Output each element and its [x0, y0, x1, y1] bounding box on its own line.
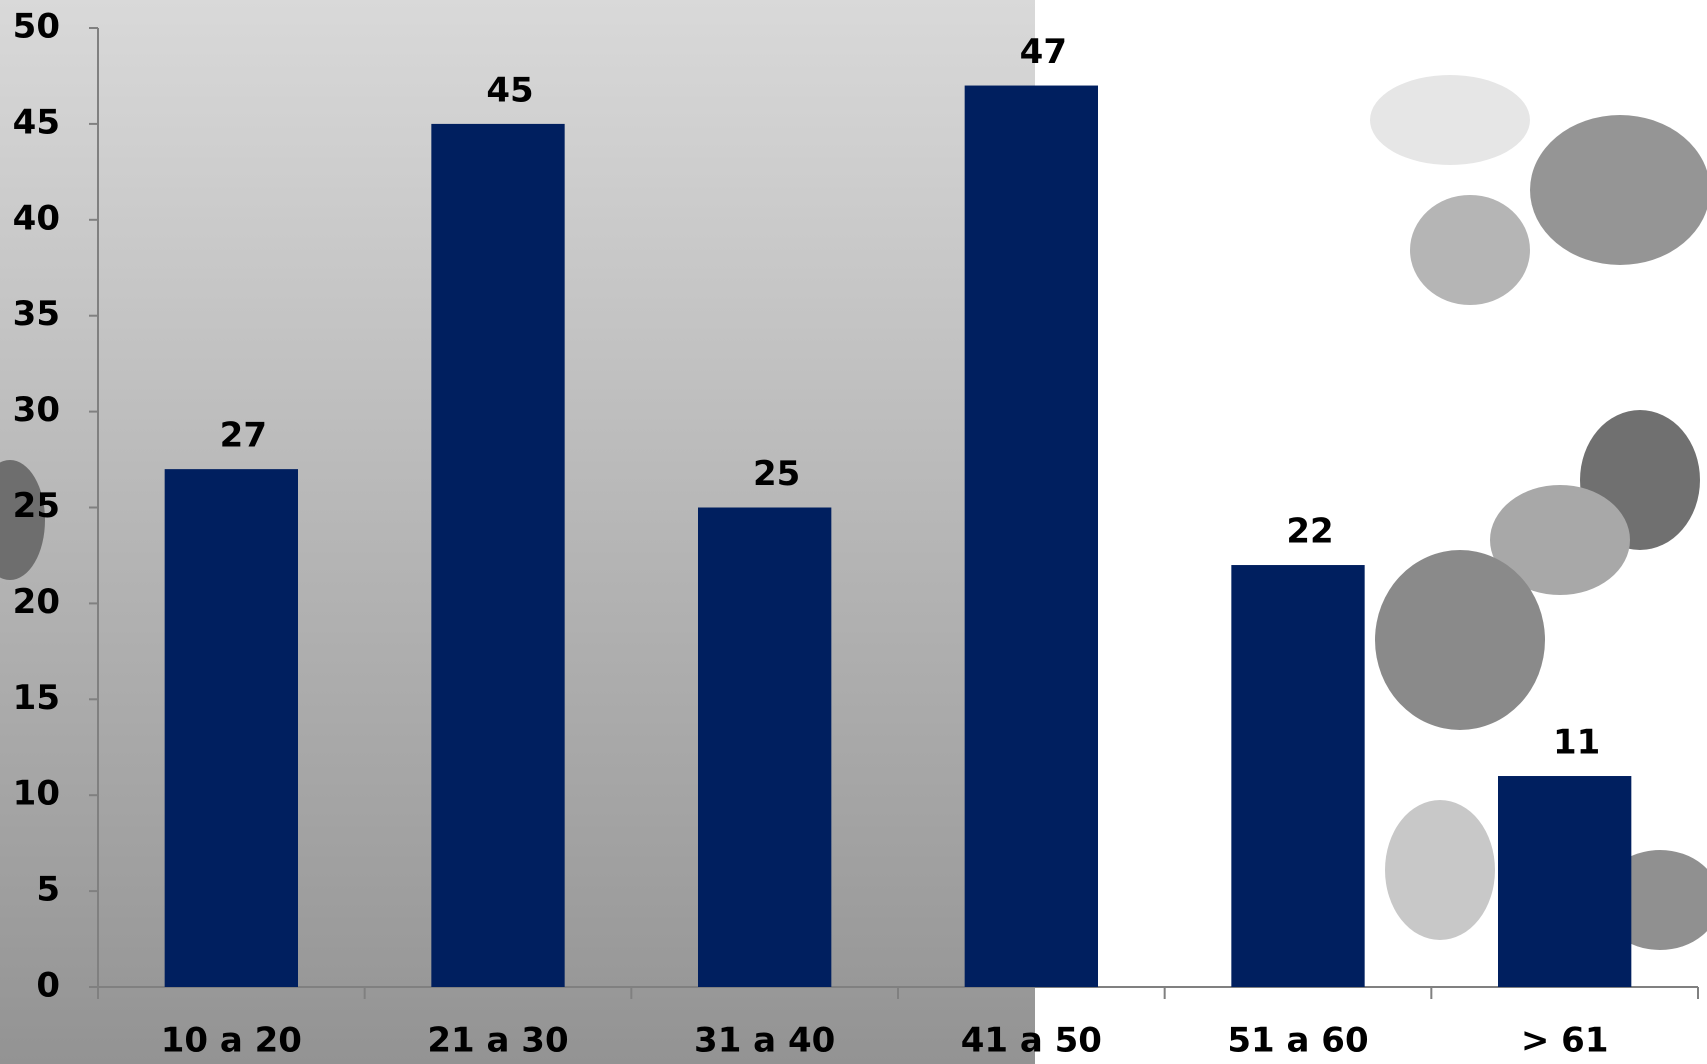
bar	[431, 123, 565, 987]
leaf-decoration	[0, 75, 1707, 950]
y-tick-label: 40	[13, 198, 60, 238]
bar	[698, 507, 832, 987]
y-tick-label: 15	[13, 678, 60, 718]
y-tick-label: 25	[13, 486, 60, 526]
value-label: 27	[220, 416, 267, 456]
value-label: 22	[1286, 512, 1333, 552]
x-tick-label: 21 a 30	[427, 1021, 568, 1061]
bar	[1231, 565, 1365, 987]
value-label: 25	[753, 454, 800, 494]
x-tick-label: 31 a 40	[694, 1021, 835, 1061]
y-tick-label: 20	[13, 582, 60, 622]
x-tick-label: > 61	[1521, 1021, 1609, 1061]
y-tick-label: 30	[13, 390, 60, 430]
y-tick-label: 35	[13, 294, 60, 334]
x-tick-label: 10 a 20	[161, 1021, 302, 1061]
x-tick-label: 41 a 50	[961, 1021, 1102, 1061]
x-tick-label: 51 a 60	[1227, 1021, 1368, 1061]
bar	[164, 469, 298, 987]
y-tick-label: 45	[13, 102, 60, 142]
value-label: 47	[1020, 32, 1067, 72]
value-label: 11	[1553, 723, 1600, 763]
bar	[1498, 776, 1632, 987]
y-tick-label: 50	[13, 7, 60, 47]
value-label: 45	[486, 70, 533, 110]
y-tick-label: 0	[36, 966, 60, 1006]
bar	[964, 85, 1098, 988]
y-tick-label: 5	[36, 870, 60, 910]
y-tick-label: 10	[13, 774, 60, 814]
